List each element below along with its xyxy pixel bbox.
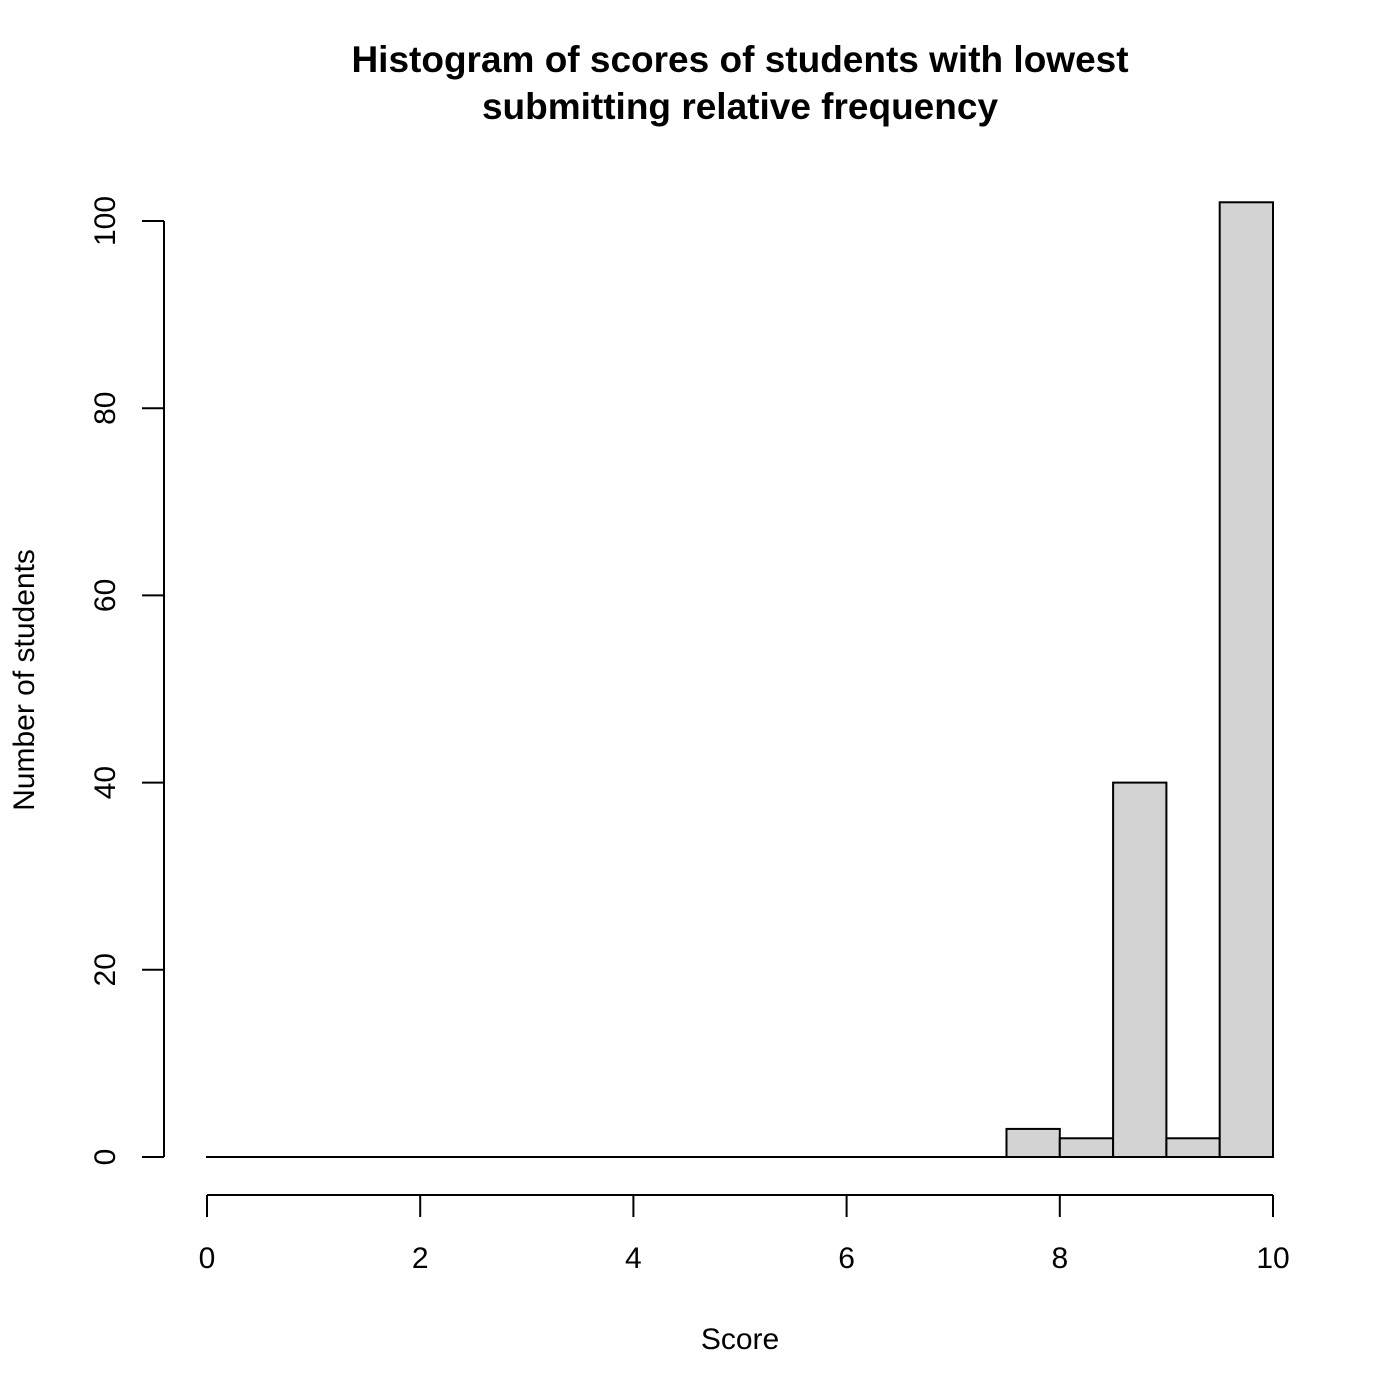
x-tick-label-0: 0 bbox=[199, 1242, 216, 1275]
histogram-bar-17 bbox=[1112, 781, 1168, 1158]
x-axis-label: Score bbox=[701, 1323, 779, 1356]
y-tick-label-3: 60 bbox=[89, 579, 122, 612]
y-tick-label-4: 80 bbox=[89, 392, 122, 425]
x-tick-label-3: 6 bbox=[838, 1242, 855, 1275]
x-tick-label-4: 8 bbox=[1051, 1242, 1068, 1275]
histogram-bar-15 bbox=[1005, 1127, 1061, 1159]
histogram-bars bbox=[206, 201, 1274, 1159]
x-tick-label-5: 10 bbox=[1256, 1242, 1289, 1275]
x-axis: 0 2 4 6 8 10 bbox=[199, 1194, 1290, 1275]
y-tick-label-5: 100 bbox=[89, 196, 122, 246]
x-tick-label-1: 2 bbox=[412, 1242, 429, 1275]
y-tick-label-1: 20 bbox=[89, 953, 122, 986]
histogram-bar-19 bbox=[1218, 201, 1274, 1158]
chart-title-line-2: submitting relative frequency bbox=[482, 86, 998, 127]
x-tick-label-2: 4 bbox=[625, 1242, 642, 1275]
chart-title-line-1: Histogram of scores of students with low… bbox=[351, 39, 1128, 80]
histogram-bar-16 bbox=[1058, 1137, 1115, 1159]
histogram-bar-18 bbox=[1165, 1137, 1221, 1159]
y-tick-label-0: 0 bbox=[89, 1149, 122, 1166]
y-tick-label-2: 40 bbox=[89, 766, 122, 799]
y-axis: 0 20 40 60 80 100 bbox=[89, 196, 165, 1166]
y-axis-label: Number of students bbox=[8, 549, 41, 811]
